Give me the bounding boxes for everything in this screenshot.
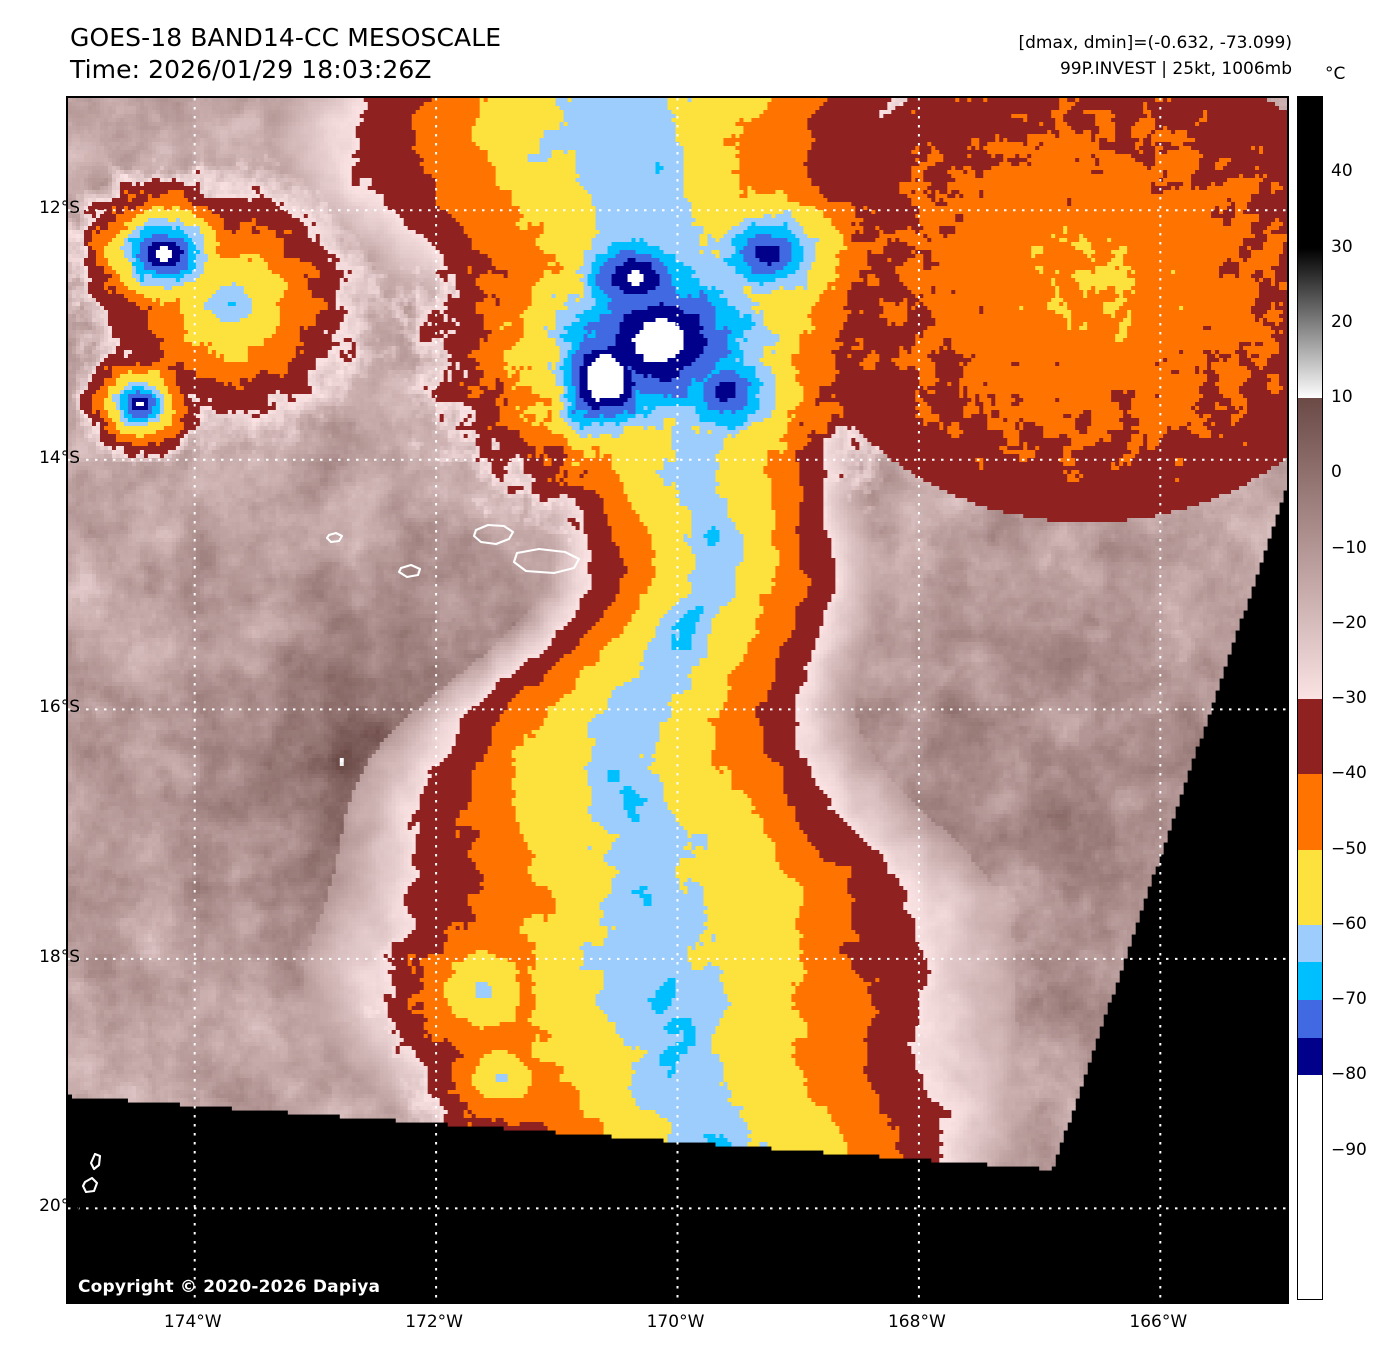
y-axis-tick-label: 14°S (39, 448, 80, 468)
colorbar-segment (1298, 1075, 1322, 1299)
colorbar-tick-label: −20 (1331, 613, 1367, 633)
colorbar-segment (1298, 699, 1322, 775)
colorbar-segment (1298, 924, 1322, 963)
satellite-image-canvas (66, 96, 1289, 1304)
colorbar-tick-label: −60 (1331, 914, 1367, 934)
y-axis-tick-label: 20°S (39, 1196, 80, 1216)
colorbar-tick-label: 30 (1331, 237, 1353, 257)
y-axis-tick-label: 12°S (39, 198, 80, 218)
colorbar-tick-label: −10 (1331, 538, 1367, 558)
x-axis-tick-label: 170°W (647, 1312, 705, 1332)
colorbar-unit-label: °C (1325, 64, 1345, 84)
colorbar-segment (1298, 1000, 1322, 1039)
page-title: GOES-18 BAND14-CC MESOSCALE (70, 23, 501, 52)
colorbar-segment (1298, 962, 1322, 1001)
colorbar-segment (1298, 849, 1322, 926)
colorbar-segments (1298, 97, 1322, 1299)
colorbar-tick-label: −50 (1331, 839, 1367, 859)
colorbar-segment (1298, 398, 1322, 700)
storm-info-label: 99P.INVEST | 25kt, 1006mb (1060, 59, 1292, 79)
colorbar (1297, 96, 1323, 1300)
colorbar-segment (1298, 247, 1322, 399)
colorbar-segment (1298, 774, 1322, 851)
x-axis-tick-label: 168°W (888, 1312, 946, 1332)
island-coastline-outlines (81, 523, 581, 1194)
timestamp-label: Time: 2026/01/29 18:03:26Z (70, 55, 432, 84)
colorbar-segment (1298, 97, 1322, 249)
colorbar-tick-label: 20 (1331, 312, 1353, 332)
colorbar-tick-label: −30 (1331, 688, 1367, 708)
copyright-label: Copyright © 2020-2026 Dapiya (78, 1277, 380, 1297)
colorbar-segment (1298, 1037, 1322, 1076)
data-extremes-label: [dmax, dmin]=(-0.632, -73.099) (1019, 33, 1293, 53)
x-axis-tick-label: 172°W (405, 1312, 463, 1332)
y-axis-tick-label: 16°S (39, 697, 80, 717)
y-axis-tick-label: 18°S (39, 947, 80, 967)
colorbar-tick-label: −40 (1331, 763, 1367, 783)
colorbar-tick-label: −80 (1331, 1064, 1367, 1084)
x-axis-tick-label: 174°W (164, 1312, 222, 1332)
colorbar-tick-label: 40 (1331, 161, 1353, 181)
x-axis-tick-label: 166°W (1129, 1312, 1187, 1332)
ir-brightness-temperature-heatmap (68, 98, 1287, 1302)
ir-pixel-raster (68, 98, 1287, 1171)
colorbar-tick-label: 10 (1331, 387, 1353, 407)
colorbar-tick-label: −70 (1331, 989, 1367, 1009)
colorbar-tick-label: −90 (1331, 1140, 1367, 1160)
colorbar-tick-label: 0 (1331, 462, 1342, 482)
